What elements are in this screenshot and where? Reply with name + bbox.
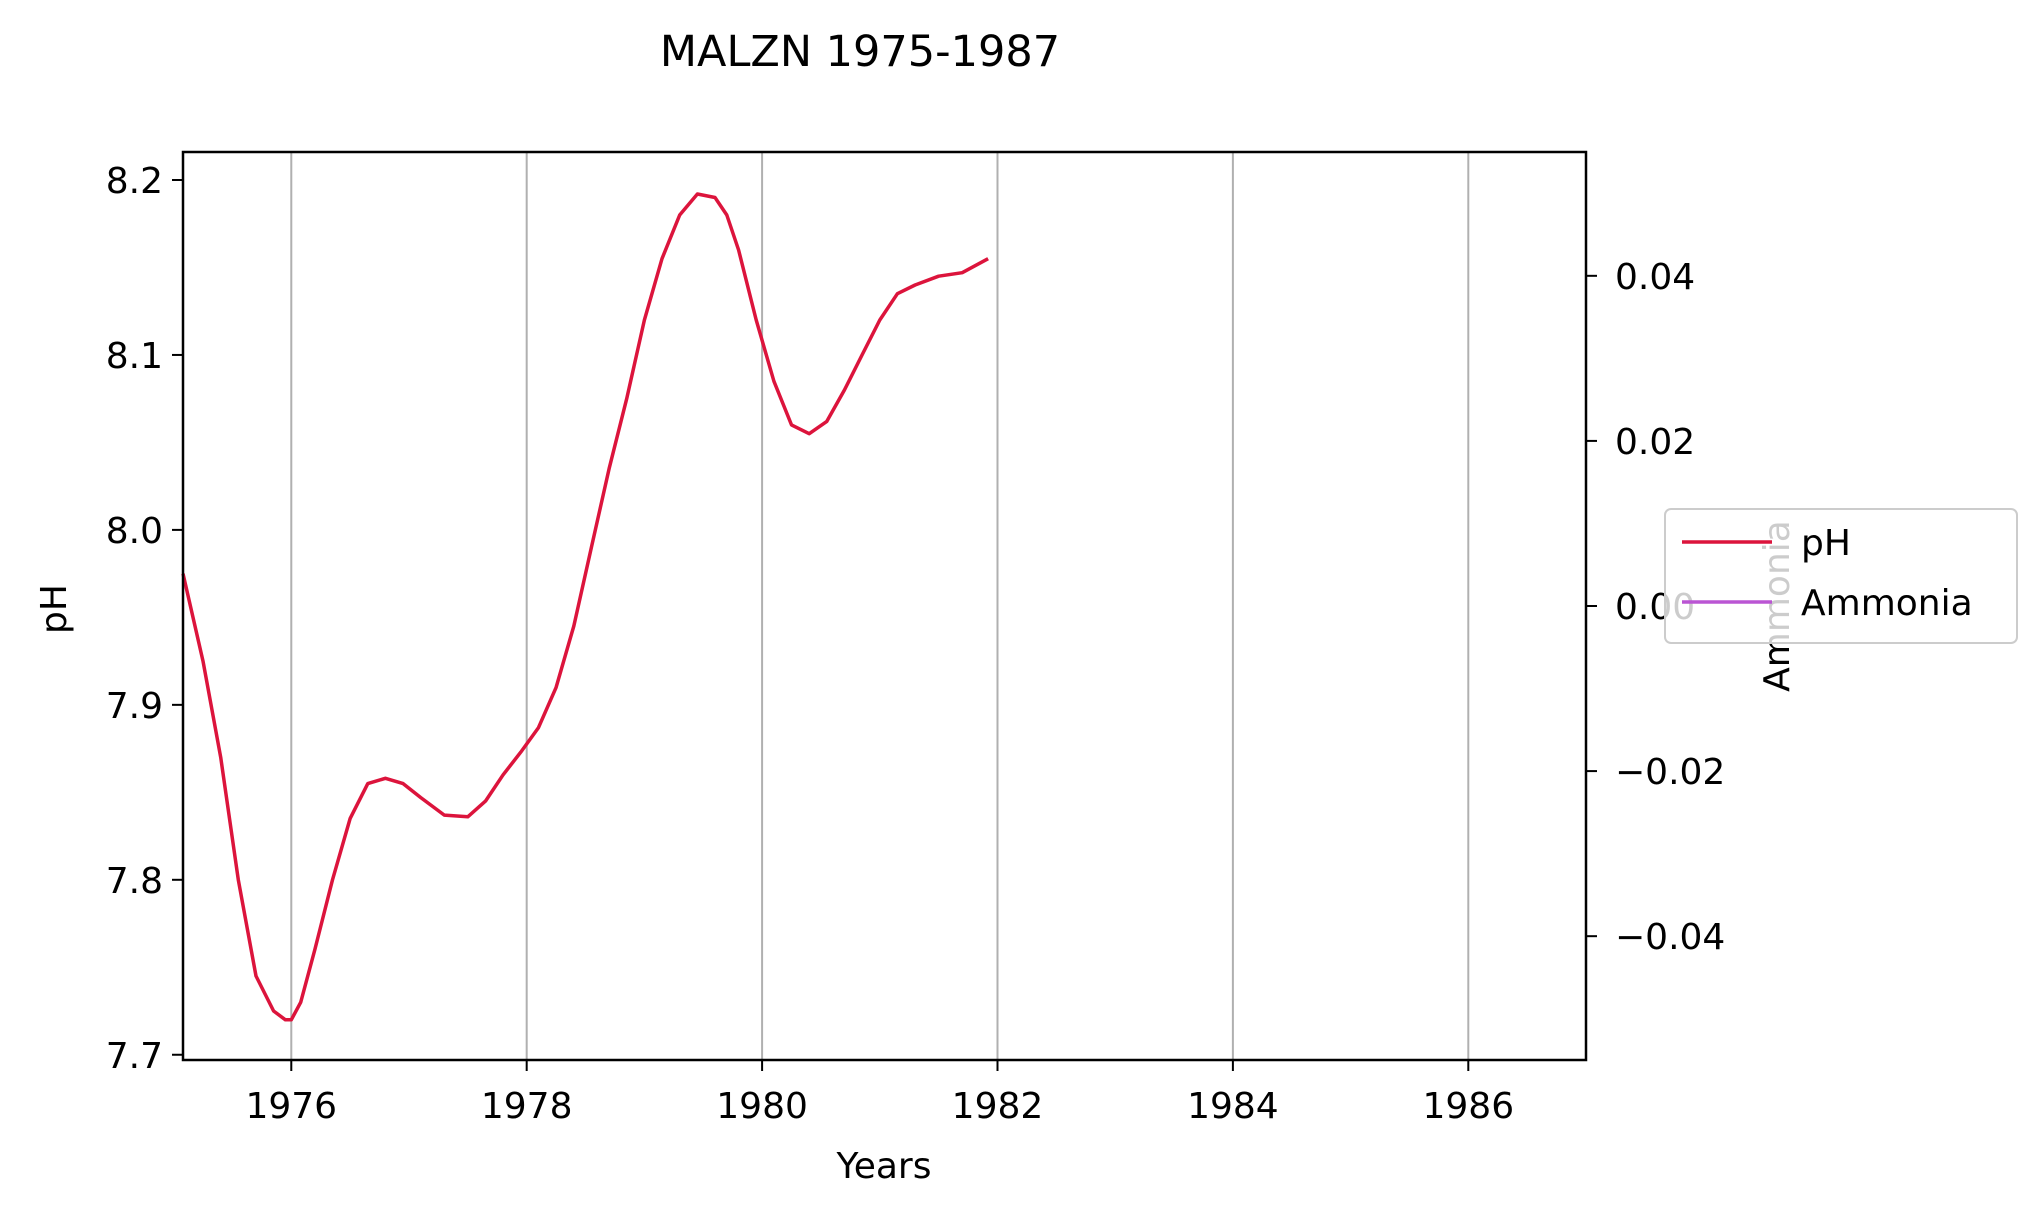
y-right-tick-label: −0.02 bbox=[1615, 752, 1725, 793]
x-tick-label: 1976 bbox=[245, 1086, 337, 1127]
y-left-tick-label: 8.2 bbox=[106, 161, 163, 202]
y-right-tick-label: 0.02 bbox=[1615, 422, 1695, 463]
y-left-tick-label: 8.1 bbox=[106, 336, 163, 377]
plot-frame bbox=[181, 150, 1588, 1062]
y-left-tick-label: 7.7 bbox=[106, 1036, 163, 1077]
x-axis-ticks: 1976 1978 1980 1982 1984 1986 bbox=[245, 1060, 1514, 1127]
series-line-ph bbox=[181, 192, 989, 1022]
y-left-axis-ticks: 7.7 7.8 7.9 8.0 8.1 8.2 bbox=[106, 161, 183, 1077]
x-tick-label: 1980 bbox=[716, 1086, 808, 1127]
x-tick-label: 1986 bbox=[1422, 1086, 1514, 1127]
legend: pH Ammonia bbox=[1664, 508, 2018, 644]
x-tick-label: 1978 bbox=[481, 1086, 573, 1127]
y-right-tick-label: −0.04 bbox=[1615, 917, 1725, 958]
grid bbox=[290, 152, 1470, 1060]
x-axis-label: Years bbox=[836, 1146, 932, 1187]
y-left-tick-label: 7.9 bbox=[106, 686, 163, 727]
y-left-tick-label: 7.8 bbox=[106, 861, 163, 902]
y-right-axis-ticks: 0.040.020.00−0.02−0.04 bbox=[1586, 257, 1725, 958]
x-tick-label: 1984 bbox=[1187, 1086, 1279, 1127]
legend-label-ph: pH bbox=[1801, 523, 1851, 564]
x-tick-label: 1982 bbox=[952, 1086, 1044, 1127]
y-right-tick-label: 0.04 bbox=[1615, 257, 1695, 298]
chart-title: MALZN 1975-1987 bbox=[660, 27, 1060, 77]
series-layer bbox=[181, 192, 989, 1022]
y-left-tick-label: 8.0 bbox=[106, 511, 163, 552]
legend-label-ammonia: Ammonia bbox=[1801, 583, 1973, 624]
y-left-axis-label: pH bbox=[34, 584, 75, 634]
